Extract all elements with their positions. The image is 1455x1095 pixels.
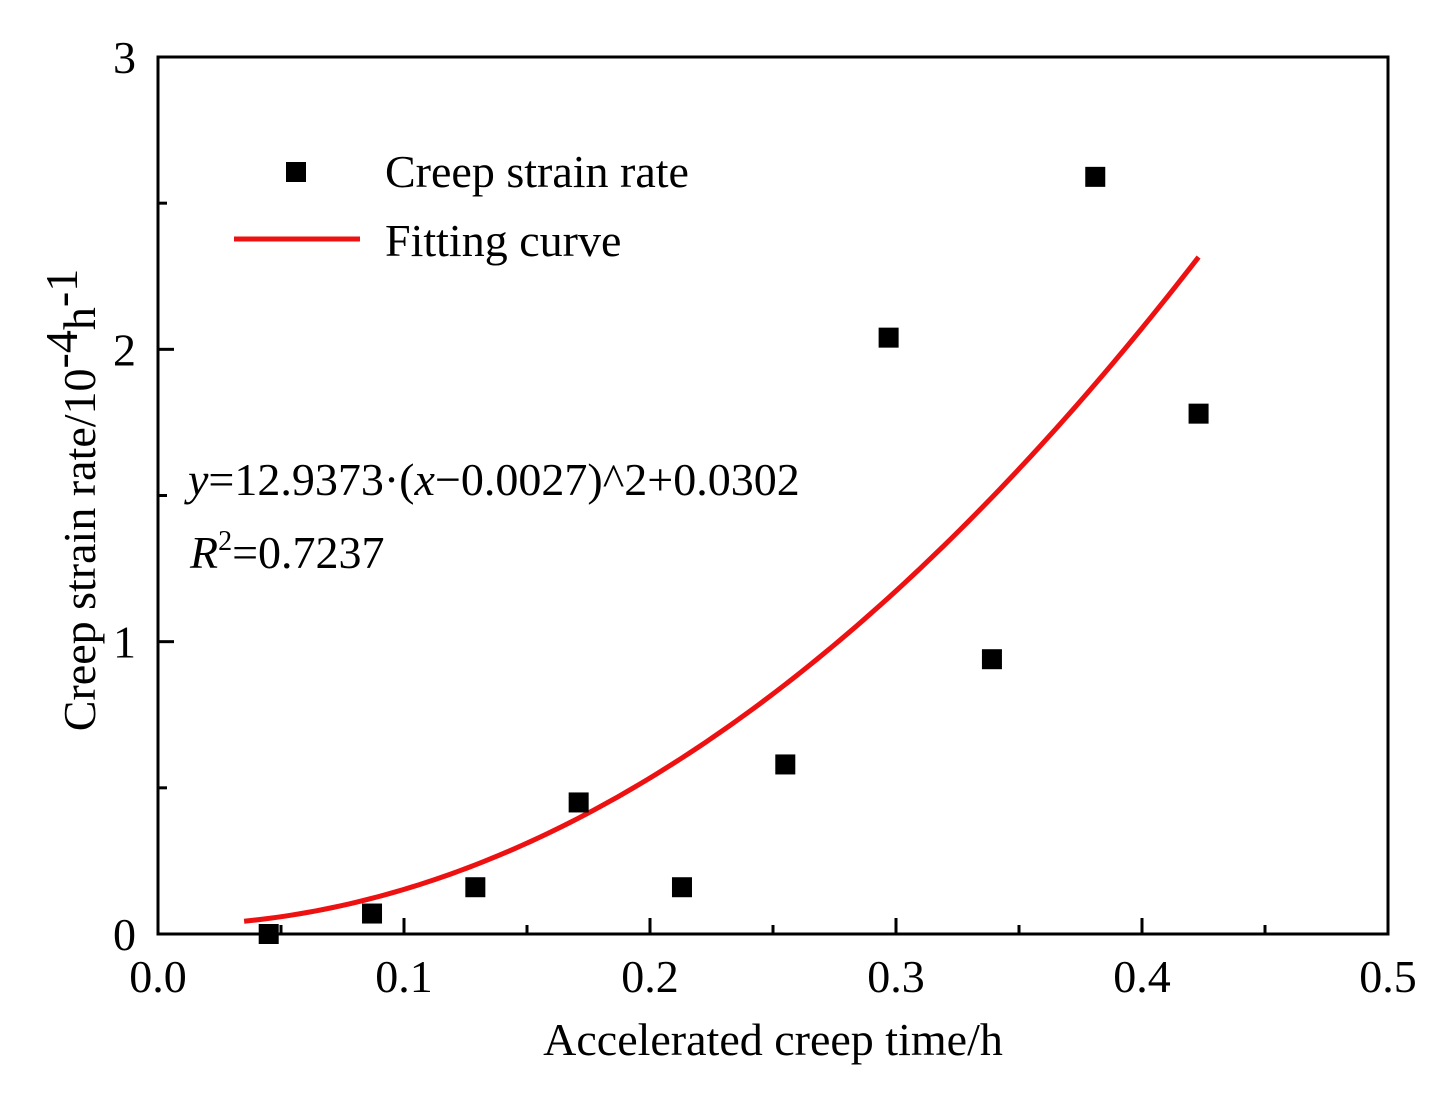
y-axis-label-exp2: -1 bbox=[36, 269, 87, 307]
equation-part-1: =12.9373·( bbox=[208, 454, 414, 505]
x-tick-label: 0.0 bbox=[129, 951, 187, 1002]
y-axis-ticks bbox=[158, 55, 174, 936]
x-axis-tick-labels: 0.0 0.1 0.2 0.3 0.4 0.5 bbox=[129, 951, 1417, 1002]
y-axis-label: Creep strain rate/10-4h-1 bbox=[36, 269, 105, 731]
data-point bbox=[362, 903, 383, 924]
equation-text: y=12.9373·(x−0.0027)^2+0.0302 bbox=[184, 454, 800, 505]
equation-part-2: −0.0027)^2+0.0302 bbox=[435, 454, 800, 505]
x-axis-label: Accelerated creep time/h bbox=[543, 1014, 1003, 1065]
scatter-series bbox=[258, 166, 1209, 944]
x-tick-label: 0.5 bbox=[1359, 951, 1417, 1002]
data-point bbox=[775, 754, 796, 775]
equation-var-x: x bbox=[414, 454, 436, 505]
r-squared-superscript: 2 bbox=[218, 526, 232, 557]
fitting-curve-line bbox=[243, 255, 1201, 924]
x-tick-label: 0.4 bbox=[1113, 951, 1171, 1002]
equation-var-y: y bbox=[184, 454, 209, 505]
y-axis-label-exp1: -4 bbox=[36, 330, 87, 368]
legend-label-fitting-curve: Fitting curve bbox=[385, 215, 621, 266]
legend: Creep strain rate Fitting curve bbox=[234, 146, 689, 266]
y-axis-tick-labels: 0 1 2 3 bbox=[113, 32, 136, 960]
legend-marker-square-icon bbox=[286, 162, 306, 182]
x-axis-ticks bbox=[156, 918, 1390, 934]
data-point bbox=[1188, 403, 1209, 424]
data-point bbox=[568, 792, 589, 813]
data-point bbox=[465, 877, 486, 898]
y-tick-label: 3 bbox=[113, 32, 136, 83]
r-squared-value: =0.7237 bbox=[232, 527, 384, 578]
y-tick-label: 2 bbox=[113, 324, 136, 375]
y-tick-label: 0 bbox=[113, 909, 136, 960]
data-point bbox=[258, 924, 279, 944]
y-axis-label-base: Creep strain rate/10 bbox=[54, 368, 105, 731]
legend-label-creep-strain-rate: Creep strain rate bbox=[385, 146, 689, 197]
data-point bbox=[1085, 166, 1106, 187]
data-point bbox=[981, 649, 1002, 670]
y-axis-label-unit: h bbox=[54, 307, 105, 330]
data-point bbox=[671, 877, 692, 898]
r-squared-var: R bbox=[189, 527, 218, 578]
x-tick-label: 0.1 bbox=[375, 951, 433, 1002]
data-point bbox=[878, 327, 899, 348]
x-tick-label: 0.3 bbox=[867, 951, 925, 1002]
y-tick-label: 1 bbox=[113, 617, 136, 668]
r-squared-text: R2=0.7237 bbox=[189, 526, 385, 578]
x-tick-label: 0.2 bbox=[621, 951, 679, 1002]
